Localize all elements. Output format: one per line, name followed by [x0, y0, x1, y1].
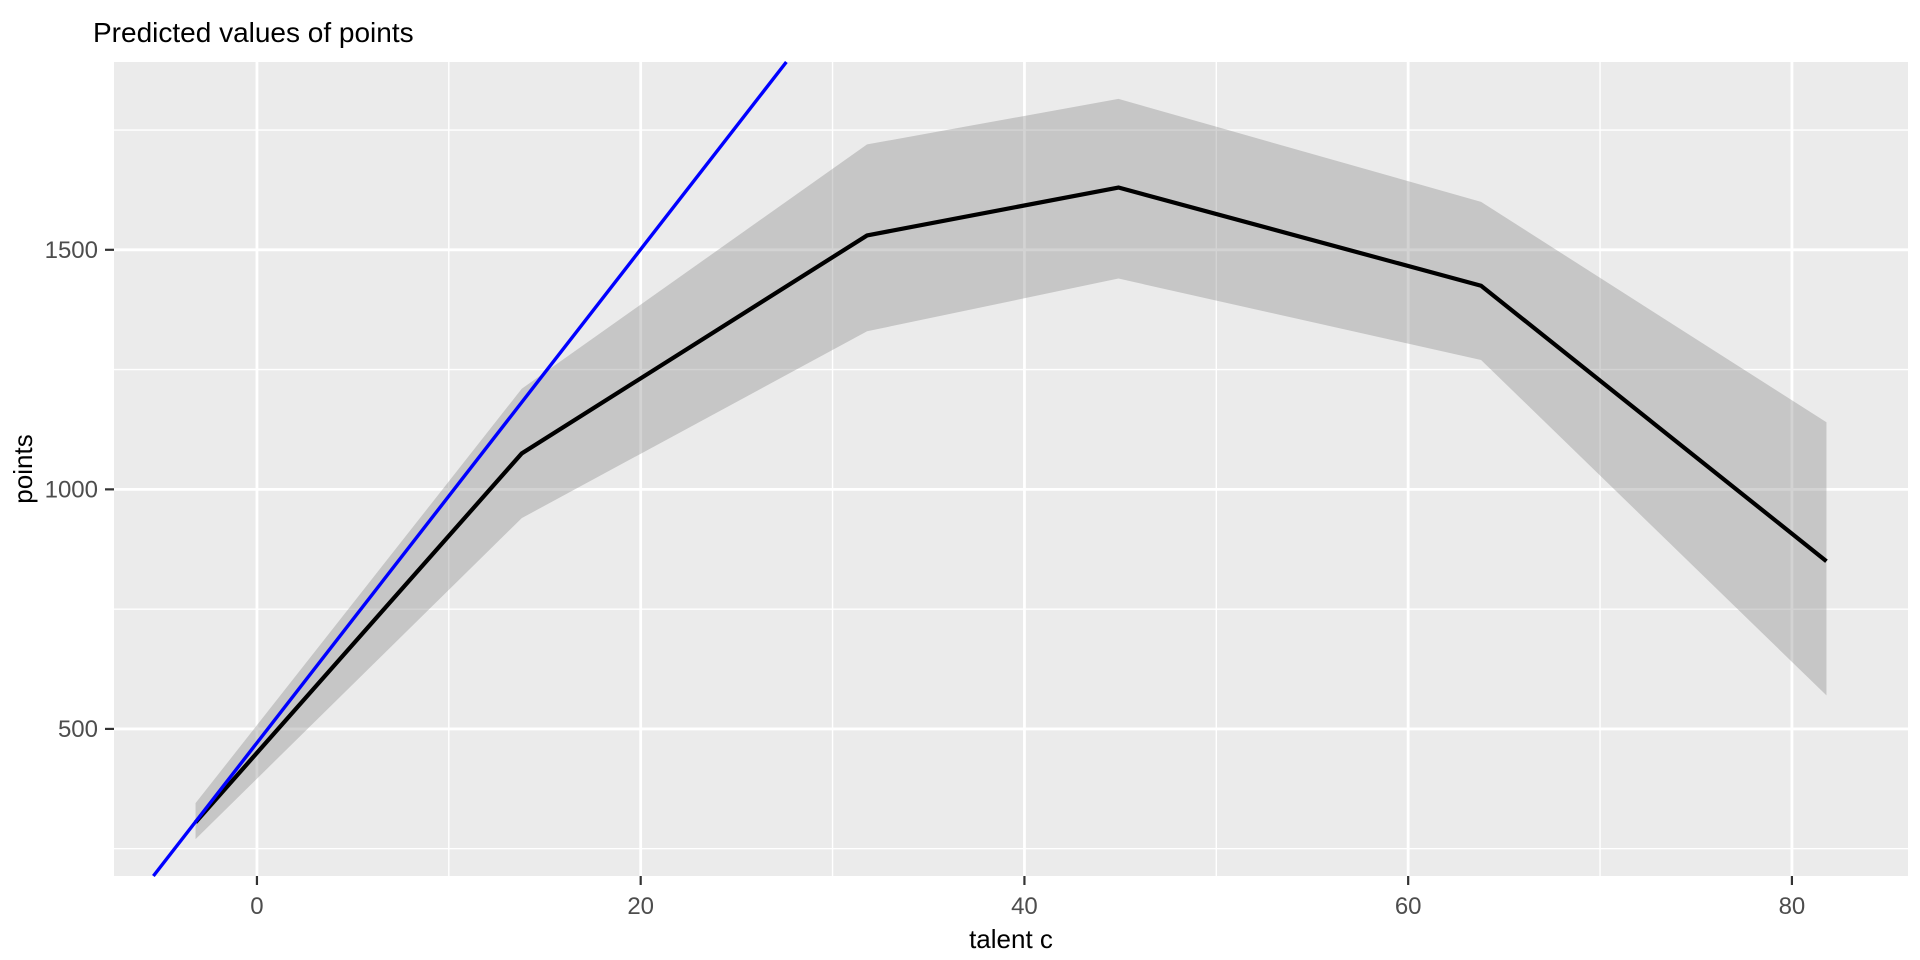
predicted-values-line: [193, 185, 1828, 824]
x-tick-label: 60: [1395, 893, 1422, 920]
y-tick-label: 1500: [45, 237, 98, 264]
confidence-ribbon-polygon: [195, 98, 1827, 840]
linear-fit-line: [152, 60, 788, 878]
confidence-ribbon: [195, 98, 1827, 840]
y-tick-label: 1000: [45, 476, 98, 503]
x-tick-labels: 0 20 40 60 80: [250, 893, 1805, 920]
x-axis-title: talent c: [969, 924, 1053, 954]
chart-title: Predicted values of points: [93, 17, 414, 48]
x-tick-label: 80: [1779, 893, 1806, 920]
minor-gridlines: [114, 62, 1908, 876]
y-tick-labels: 500 1000 1500: [45, 237, 98, 743]
major-gridlines: [114, 62, 1908, 876]
x-tick-label: 20: [627, 893, 654, 920]
regression-line: [152, 60, 788, 878]
panel-background: [114, 62, 1908, 876]
x-tick-label: 40: [1011, 893, 1038, 920]
prediction-line: [193, 185, 1828, 824]
plot-panel: [114, 62, 1908, 876]
y-tick-label: 500: [58, 716, 98, 743]
x-tick-label: 0: [250, 893, 263, 920]
axis-tick-marks: [105, 248, 1794, 885]
y-axis-title: points: [8, 434, 38, 503]
